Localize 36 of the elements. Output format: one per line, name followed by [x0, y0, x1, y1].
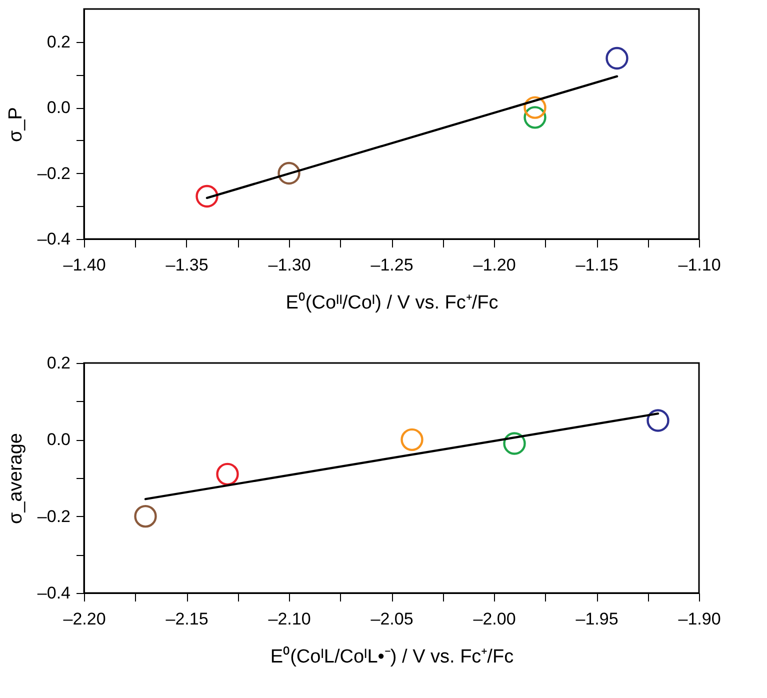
- point: [503, 432, 526, 455]
- y-axis-title: σ_average: [5, 433, 26, 524]
- point: [646, 409, 670, 432]
- x-tick-label: –2.05: [370, 610, 414, 628]
- x-tick-label: –2.00: [473, 610, 516, 628]
- x-tick-label: –2.15: [166, 610, 208, 628]
- y-tick-label: 0.2: [46, 32, 70, 52]
- point: [216, 462, 239, 486]
- point: [196, 184, 218, 208]
- x-tick-label: –1.35: [166, 256, 208, 274]
- x-axis-title: E⁰(Coᴵᴵ/Coᴵ) / V vs. Fc⁺/Fc: [286, 292, 498, 314]
- x-tick-label: –1.20: [473, 256, 516, 274]
- x-tick-label: –1.30: [268, 256, 311, 274]
- point: [400, 428, 424, 451]
- y-tick-label: –0.2: [37, 506, 70, 526]
- y-tick-label: –0.4: [37, 230, 70, 248]
- y-tick-label: 0.0: [46, 430, 70, 450]
- x-tick-label: –2.20: [63, 610, 106, 628]
- y-axis-title: σ_P: [5, 107, 26, 142]
- point: [524, 106, 546, 129]
- y-tick-label: –0.2: [37, 164, 70, 183]
- x-axis-title: E⁰(CoᴵL/CoᴵL•⁻) / V vs. Fc⁺/Fc: [270, 646, 514, 668]
- point: [134, 505, 157, 528]
- x-tick-label: –1.15: [576, 256, 618, 274]
- y-tick-label: 0.0: [46, 98, 70, 118]
- x-tick-label: –1.90: [678, 610, 721, 628]
- x-tick-label: –1.40: [63, 256, 106, 274]
- point: [606, 46, 628, 70]
- point: [278, 162, 300, 185]
- x-tick-label: –1.10: [678, 256, 721, 274]
- y-tick-label: –0.4: [37, 584, 70, 602]
- point: [524, 96, 546, 119]
- y-tick-label: 0.2: [46, 354, 70, 372]
- x-tick-label: –1.95: [576, 610, 618, 628]
- x-tick-label: –2.10: [268, 610, 311, 628]
- x-tick-label: –1.25: [370, 256, 414, 274]
